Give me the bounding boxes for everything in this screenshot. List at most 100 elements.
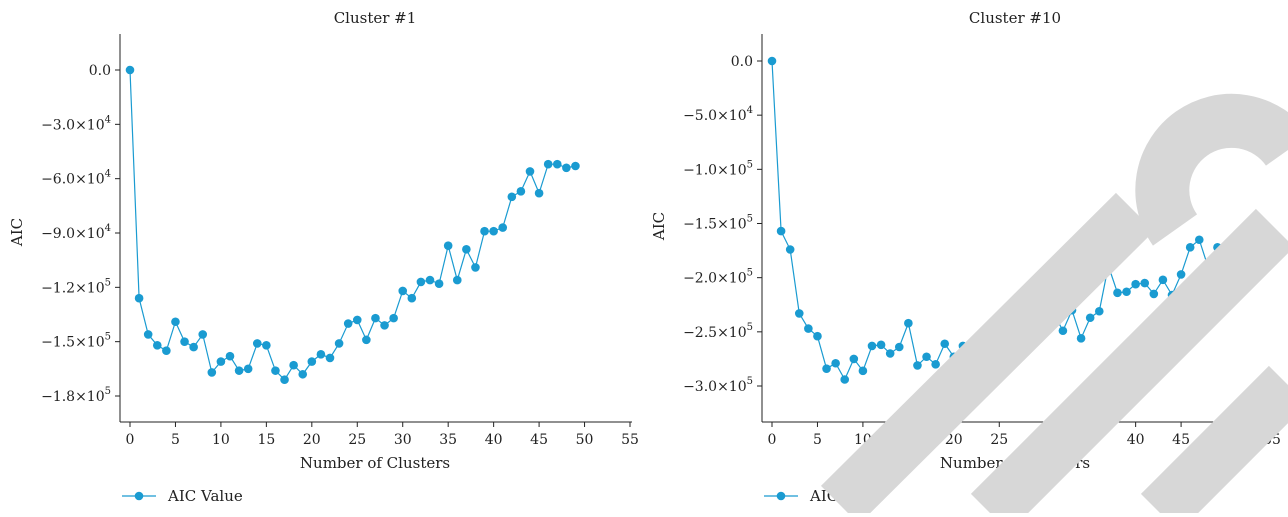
data-point	[207, 368, 217, 377]
data-point	[325, 353, 335, 363]
data-point	[1140, 278, 1150, 288]
data-point	[171, 317, 180, 327]
data-point	[1204, 263, 1213, 273]
data-point	[804, 324, 813, 333]
data-point	[489, 226, 498, 236]
data-point	[562, 163, 571, 173]
x-tick-label: 15	[899, 432, 917, 448]
data-point	[994, 337, 1004, 346]
data-point	[198, 330, 208, 339]
x-tick-label: 5	[171, 432, 180, 448]
data-point	[931, 360, 940, 369]
data-point	[525, 167, 535, 176]
x-tick-label: 15	[257, 432, 275, 448]
x-tick-label: 20	[945, 432, 963, 448]
x-tick-label: 25	[990, 432, 1008, 448]
x-tick-label: 50	[576, 432, 594, 448]
data-point	[307, 357, 317, 366]
data-point	[425, 275, 435, 285]
x-tick-label: 0	[768, 432, 777, 448]
data-point	[234, 366, 244, 375]
x-tick-label: 25	[348, 432, 366, 448]
data-point	[1004, 317, 1013, 327]
data-point	[316, 350, 326, 359]
data-point	[162, 346, 171, 356]
data-point	[913, 361, 922, 370]
data-point	[571, 161, 580, 171]
legend-marker	[134, 491, 144, 501]
x-axis-label: Number of Clusters	[300, 454, 450, 472]
data-point	[543, 159, 553, 169]
chart-panel-2: Cluster #10 0 5 10 15 20 25 30 35 40 45 50 55 0.0 −5.0…	[650, 9, 1281, 505]
data-point	[1076, 334, 1086, 343]
data-point	[534, 188, 544, 198]
x-tick-label: 10	[854, 432, 872, 448]
x-tick-label: 50	[1218, 432, 1236, 448]
data-point	[1067, 305, 1077, 315]
data-point	[1013, 314, 1022, 324]
x-tick-label: 35	[439, 432, 457, 448]
data-point	[471, 263, 480, 272]
data-point	[452, 275, 462, 285]
data-point	[407, 293, 417, 303]
data-point	[904, 318, 913, 328]
data-point	[831, 358, 840, 368]
data-point	[1149, 289, 1159, 299]
y-tick-label: −2.0×105	[683, 268, 753, 287]
data-point	[858, 366, 868, 376]
data-point	[289, 360, 298, 370]
data-point	[134, 293, 144, 303]
chart-title: Cluster #1	[334, 9, 417, 27]
data-point	[967, 345, 977, 355]
data-point	[180, 337, 189, 346]
data-point	[849, 354, 859, 364]
data-point	[1194, 235, 1204, 245]
data-point	[462, 245, 471, 254]
data-point	[389, 313, 398, 323]
data-point	[840, 375, 850, 384]
data-point	[1094, 306, 1104, 316]
y-tick-label: −1.5×105	[41, 332, 111, 351]
data-point	[552, 159, 562, 169]
y-axis-label: AIC	[8, 218, 26, 247]
data-point	[1058, 326, 1068, 336]
data-point	[398, 286, 408, 296]
x-tick-label: 55	[1263, 432, 1281, 448]
data-point	[271, 366, 280, 375]
legend-label: AIC Value	[809, 487, 885, 505]
x-tick-label: 30	[394, 432, 412, 448]
data-point	[1213, 243, 1222, 252]
x-tick-label: 40	[1127, 432, 1145, 448]
data-point	[1167, 290, 1177, 300]
data-point	[343, 319, 353, 328]
y-tick-label: −9.0×104	[41, 223, 111, 242]
data-point	[516, 187, 526, 196]
data-point	[507, 192, 517, 202]
x-tick-label: 20	[303, 432, 321, 448]
data-point	[958, 341, 968, 351]
data-point	[189, 342, 198, 352]
legend: AIC Value	[764, 487, 885, 505]
data-point	[1049, 309, 1059, 318]
data-point	[767, 56, 777, 66]
data-point	[794, 309, 804, 318]
data-point	[885, 349, 895, 358]
data-point	[1185, 243, 1195, 252]
data-point	[785, 245, 795, 254]
data-point	[1040, 313, 1050, 323]
data-point	[434, 279, 444, 289]
y-tick-label: −1.8×105	[41, 386, 111, 405]
data-point	[216, 357, 226, 366]
data-point	[1085, 313, 1095, 323]
data-point	[949, 352, 959, 362]
data-point	[352, 315, 362, 325]
x-axis-label: Number of Clusters	[940, 454, 1090, 472]
legend-label: AIC Value	[167, 487, 243, 505]
data-point	[252, 339, 262, 348]
y-tick-label: 0.0	[731, 54, 753, 70]
y-tick-label: −3.0×105	[683, 376, 753, 395]
data-point	[498, 223, 508, 232]
legend: AIC Value	[122, 487, 243, 505]
data-point	[813, 331, 822, 341]
data-point	[922, 352, 931, 362]
